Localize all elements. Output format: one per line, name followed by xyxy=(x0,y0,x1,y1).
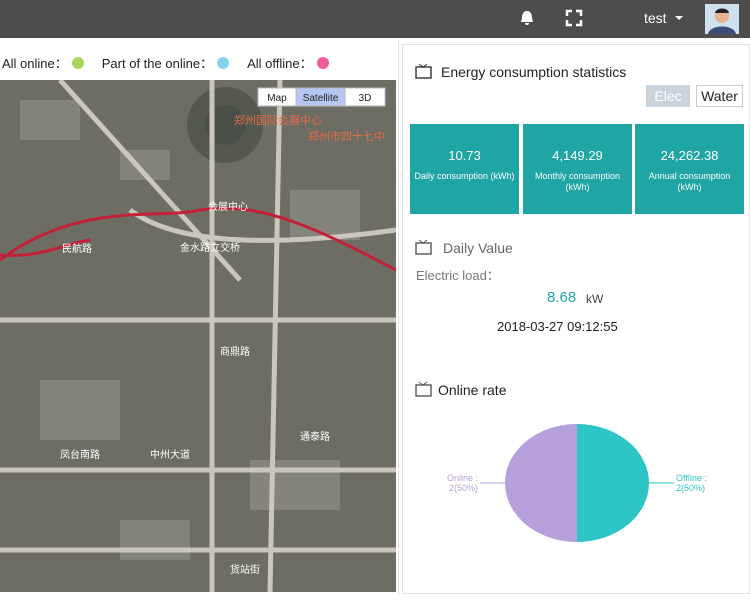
slice-value-label: 2(50%) xyxy=(449,483,478,493)
tab-water[interactable]: Water xyxy=(696,85,743,107)
stat-label: Daily consumption (kWh) xyxy=(414,171,515,181)
timestamp: 2018-03-27 09:12:55 xyxy=(497,319,618,334)
top-bar: test xyxy=(0,0,750,38)
map-place-label: 凤台南路 xyxy=(60,448,100,461)
section-icon xyxy=(415,381,432,397)
left-panel xyxy=(0,40,399,595)
map-place-label: 通泰路 xyxy=(300,430,330,443)
stat-label: Annual consumption (kWh) xyxy=(648,171,731,192)
legend: All online： Part of the online： All offlin… xyxy=(2,53,329,72)
legend-dot xyxy=(217,57,230,69)
slice-name: Online : xyxy=(447,473,478,483)
avatar[interactable] xyxy=(705,4,739,34)
map-place-label: 商鼎路 xyxy=(220,345,250,358)
section-title: Online rate xyxy=(438,382,507,398)
user-name[interactable]: test xyxy=(644,10,667,26)
bell-icon[interactable] xyxy=(518,9,536,27)
map[interactable]: Map Satellite 3D 郑州国际会展中心郑州市四十七中会展中心金水路立交桥… xyxy=(0,80,396,592)
pie-chart: Online :2(50%)Offline :2(50%) xyxy=(447,424,707,542)
slice-value-label: 2(50%) xyxy=(676,483,705,493)
pie-slice xyxy=(505,424,577,542)
caret xyxy=(675,16,683,20)
stat-value: 4,149.29 xyxy=(552,148,603,163)
load-label: Electric load： xyxy=(416,268,500,283)
map-type-label: 3D xyxy=(359,93,372,104)
stat-label: Monthly consumption (kWh) xyxy=(534,171,621,192)
map-type-button[interactable] xyxy=(344,87,386,107)
map-place-label: 民航路 xyxy=(62,242,92,255)
legend-dot xyxy=(316,57,329,69)
legend-label: All online： xyxy=(2,56,68,71)
map-type-label: Map xyxy=(267,93,287,104)
stat-card: 4,149.29 Monthly consumption (kWh) xyxy=(523,124,632,214)
fullscreen-icon[interactable] xyxy=(565,9,583,27)
tab-elec[interactable]: Elec xyxy=(646,85,690,107)
stat-card: 24,262.38 Annual consumption (kWh) xyxy=(635,124,744,214)
section-icon xyxy=(415,239,432,255)
map-place-label: 郑州市四十七中 xyxy=(308,129,385,143)
stat-value: 24,262.38 xyxy=(660,148,719,163)
stat-card: 10.73 Daily consumption (kWh) xyxy=(410,124,519,214)
map-place-label: 中州大道 xyxy=(150,448,190,461)
slice-name: Offline : xyxy=(676,473,707,483)
map-place-label: 金水路立交桥 xyxy=(180,241,240,254)
legend-label: All offline： xyxy=(247,56,313,71)
legend-label: Part of the online： xyxy=(101,56,214,71)
section-title: Daily Value xyxy=(443,240,513,256)
legend-dot xyxy=(71,57,84,69)
section-icon xyxy=(415,63,432,79)
map-place-label: 会展中心 xyxy=(208,200,248,213)
map-place-label: 货站街 xyxy=(230,563,260,576)
map-place-label: 郑州国际会展中心 xyxy=(234,113,322,127)
stat-value: 10.73 xyxy=(448,148,481,163)
pie-slice xyxy=(577,424,649,542)
map-type-label: Satellite xyxy=(303,93,339,104)
section-title: Energy consumption statistics xyxy=(441,64,627,80)
load-unit: kW xyxy=(586,292,604,306)
load-value: 8.68 xyxy=(547,289,577,306)
